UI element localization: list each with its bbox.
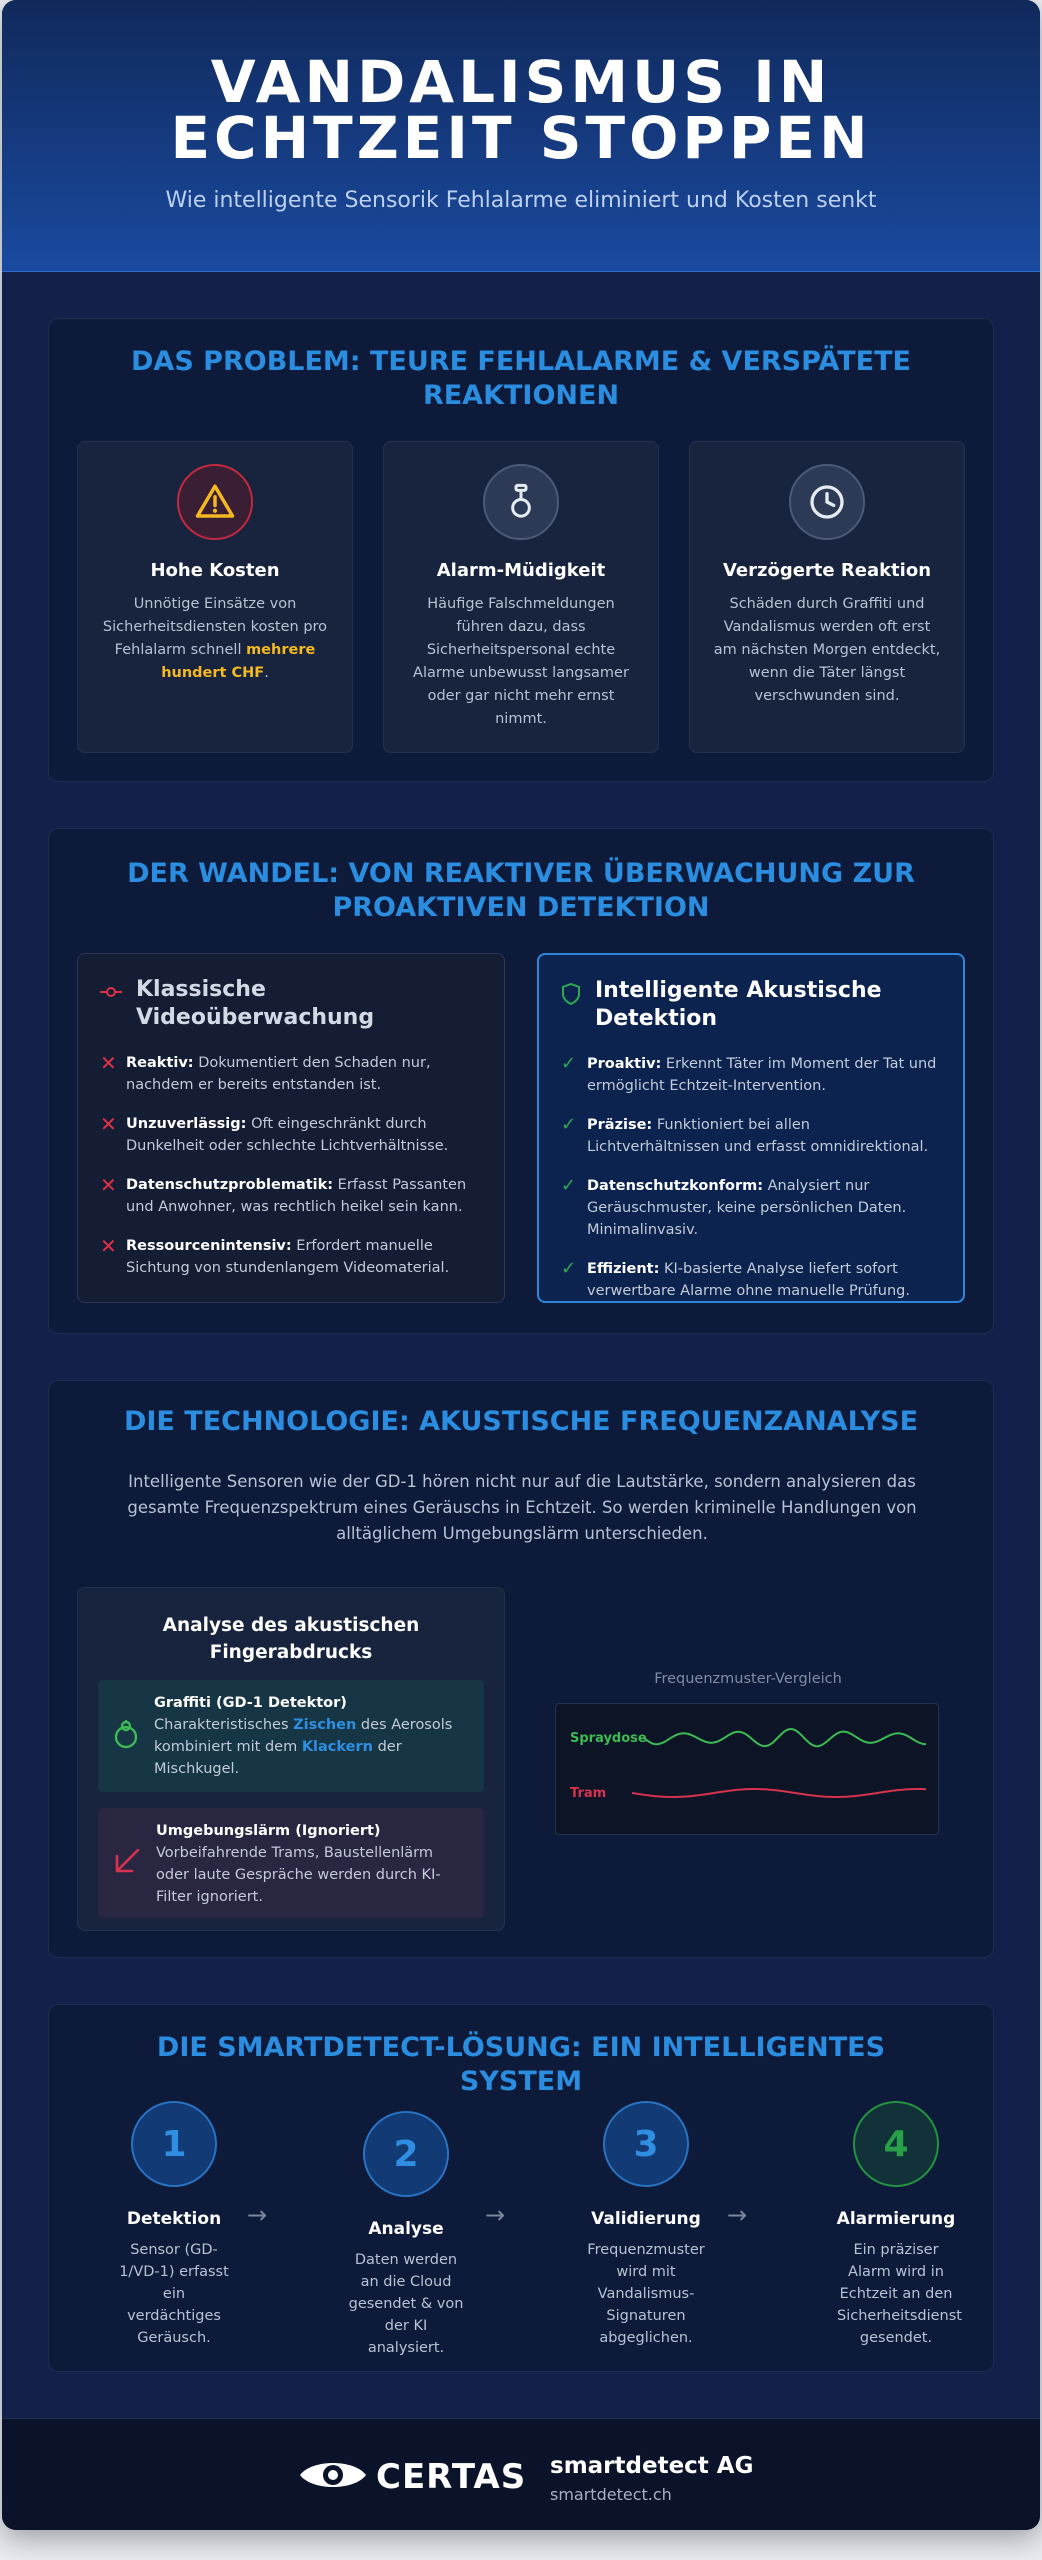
camera-icon (100, 984, 122, 1003)
step-text: Frequenzmuster wird mit Vandalismus-Sign… (587, 2242, 705, 2346)
check-icon: ✓ (561, 1114, 577, 1135)
certas-logo: CERTAS (298, 2455, 526, 2499)
page-title: VANDALISMUS IN ECHTZEIT STOPPEN (170, 48, 872, 172)
card-text: Schäden durch Graffiti und Vandalismus w… (713, 596, 941, 704)
technology-title: DIE TECHNOLOGIE: AKUSTISCHE FREQUENZANAL… (123, 1406, 919, 1437)
check-icon: ✓ (561, 1053, 577, 1074)
noise-title: Umgebungslärm (Ignoriert) (156, 1823, 381, 1839)
check-icon: ✓ (561, 1258, 577, 1279)
step-number: 2 (363, 2111, 449, 2197)
classic-title: Klassische Videoüberwachung (136, 977, 375, 1030)
step-title: Alarmierung (836, 2209, 956, 2229)
spray-can-icon (112, 1718, 140, 1792)
comparison-item: ✕ Unzuverlässig: Oft eingeschränkt durch … (100, 1113, 482, 1157)
hero-header: VANDALISMUS IN ECHTZEIT STOPPEN Wie inte… (2, 0, 1040, 272)
problem-title: DAS PROBLEM: TEURE FEHLALARME & VERSPÄTE… (131, 346, 911, 411)
step-text: Daten werden an die Cloud gesendet & von… (348, 2252, 464, 2356)
arrow-right-icon: → (247, 2201, 268, 2229)
step-number: 3 (603, 2101, 689, 2187)
logo-text: CERTAS (376, 2457, 527, 2497)
tram-label: Tram (570, 1786, 606, 1801)
comparison-item: ✕ Reaktiv: Dokumentiert den Schaden nur, … (100, 1052, 482, 1096)
card-text: Häufige Falschmeldungen führen dazu, das… (413, 596, 629, 727)
eye-icon (298, 2455, 368, 2499)
step-number: 4 (853, 2101, 939, 2187)
cost-highlight: mehrere hundert CHF (161, 642, 316, 681)
step-alarmierung: 4 Alarmierung Ein präziser Alarm wird in… (821, 2101, 971, 2349)
card-text: Unnötige Einsätze von Sicherheitsdienste… (102, 596, 328, 681)
acoustic-title: Intelligente Akustische Detektion (595, 978, 882, 1031)
technology-section: DIE TECHNOLOGIE: AKUSTISCHE FREQUENZANAL… (48, 1380, 994, 1958)
cross-icon: ✕ (100, 1234, 117, 1258)
step-text: Ein präziser Alarm wird in Echtzeit an d… (837, 2242, 962, 2346)
problem-card-fatigue: Alarm-Müdigkeit Häufige Falschmeldungen … (383, 441, 659, 753)
arrow-right-icon: → (485, 2201, 506, 2229)
comparison-item: ✕ Datenschutzproblematik: Erfasst Passant… (100, 1174, 482, 1218)
step-title: Analyse (368, 2219, 444, 2239)
warning-icon (177, 464, 253, 540)
footer: CERTAS smartdetect AG smartdetect.ch (2, 2418, 1040, 2530)
step-detektion: 1 Detektion Sensor (GD-1/VD-1) erfasst e… (99, 2101, 249, 2349)
step-number: 1 (131, 2101, 217, 2187)
company-url[interactable]: smartdetect.ch (550, 2485, 672, 2504)
noise-item: Umgebungslärm (Ignoriert) Vorbeifahrende… (98, 1808, 484, 1918)
comparison-item: ✓ Präzise: Funktioniert bei allen Lichtve… (561, 1114, 941, 1158)
solution-section: DIE SMARTDETECT-LÖSUNG: EIN INTELLIGENTE… (48, 2004, 994, 2372)
card-title: Verzögerte Reaktion (722, 560, 932, 581)
technology-intro: Intelligente Sensoren wie der GD-1 hören… (127, 1472, 917, 1543)
step-title: Validierung (591, 2209, 701, 2229)
spray-waveform (643, 1728, 926, 1748)
shield-icon (561, 982, 581, 1009)
fingerprint-card: Analyse des akustischen Fingerabdrucks G… (77, 1587, 505, 1931)
fingerprint-title: Analyse des akustischen Fingerabdrucks (162, 1615, 420, 1663)
bell-icon (483, 464, 559, 540)
acoustic-list: ✓ Proaktiv: Erkennt Täter im Moment der T… (561, 1053, 941, 1302)
problem-section: DAS PROBLEM: TEURE FEHLALARME & VERSPÄTE… (48, 318, 994, 782)
classic-video-card: Klassische Videoüberwachung ✕ Reaktiv: Do… (77, 953, 505, 1303)
clock-icon (789, 464, 865, 540)
frequency-comparison: Spraydose Tram (555, 1703, 939, 1835)
comparison-item: ✓ Effizient: KI-basierte Analyse liefert … (561, 1258, 941, 1302)
step-validierung: 3 Validierung Frequenzmuster wird mit Va… (571, 2101, 721, 2349)
brand-info: smartdetect AG smartdetect.ch (550, 2453, 754, 2504)
comparison-item: ✓ Datenschutzkonform: Analysiert nur Gerä… (561, 1175, 941, 1241)
check-icon: ✓ (561, 1175, 577, 1196)
wandel-title: DER WANDEL: VON REAKTIVER ÜBERWACHUNG ZU… (127, 858, 915, 923)
card-title: Alarm-Müdigkeit (436, 560, 606, 581)
problem-card-delay: Verzögerte Reaktion Schäden durch Graffi… (689, 441, 965, 753)
step-analyse: 2 Analyse Daten werden an die Cloud gese… (331, 2111, 481, 2359)
spray-label: Spraydose (570, 1731, 647, 1746)
step-title: Detektion (126, 2209, 222, 2229)
acoustic-detection-card: Intelligente Akustische Detektion ✓ Proak… (537, 953, 965, 1303)
step-text: Sensor (GD-1/VD-1) erfasst ein verdächti… (119, 2242, 229, 2346)
cross-icon: ✕ (100, 1173, 117, 1197)
comparison-item: ✓ Proaktiv: Erkennt Täter im Moment der T… (561, 1053, 941, 1097)
arrow-down-left-icon (112, 1846, 142, 1918)
classic-list: ✕ Reaktiv: Dokumentiert den Schaden nur, … (100, 1052, 482, 1279)
graffiti-title: Graffiti (GD-1 Detektor) (154, 1695, 347, 1711)
problem-card-costs: Hohe Kosten Unnötige Einsätze von Sicher… (77, 441, 353, 753)
tram-waveform (631, 1788, 927, 1798)
wandel-section: DER WANDEL: VON REAKTIVER ÜBERWACHUNG ZU… (48, 828, 994, 1334)
frequency-caption: Frequenzmuster-Vergleich (654, 1671, 842, 1687)
cross-icon: ✕ (100, 1112, 117, 1136)
noise-text: Vorbeifahrende Trams, Baustellenlärm ode… (156, 1845, 441, 1905)
comparison-item: ✕ Ressourcenintensiv: Erfordert manuelle … (100, 1235, 482, 1279)
solution-title: DIE SMARTDETECT-LÖSUNG: EIN INTELLIGENTE… (156, 2032, 886, 2097)
card-title: Hohe Kosten (150, 560, 280, 581)
page-subtitle: Wie intelligente Sensorik Fehlalarme eli… (165, 188, 877, 213)
company-name: smartdetect AG (550, 2453, 754, 2479)
arrow-right-icon: → (727, 2201, 748, 2229)
graffiti-item: Graffiti (GD-1 Detektor) Charakteristisc… (98, 1680, 484, 1792)
cross-icon: ✕ (100, 1051, 117, 1075)
